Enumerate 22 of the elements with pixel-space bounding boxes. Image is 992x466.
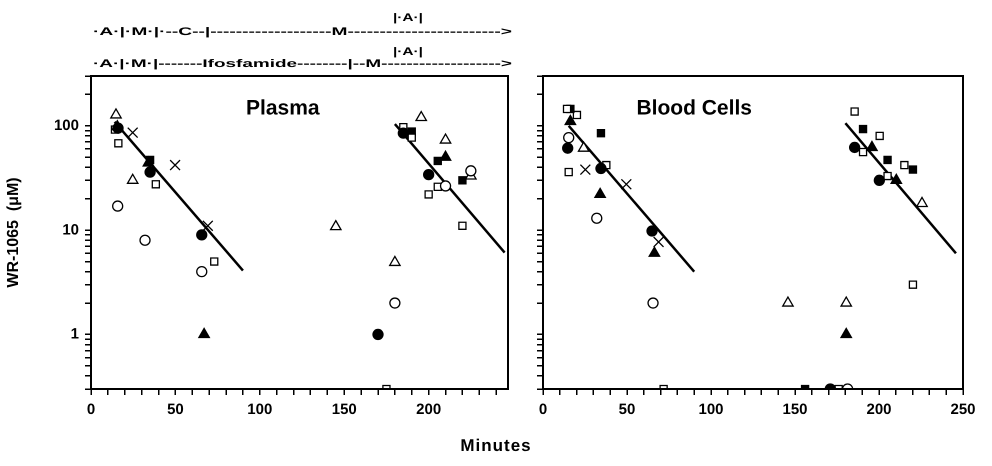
x-tick-label: 150: [782, 401, 808, 418]
x-tick-label: 0: [538, 401, 548, 418]
x-tick-label: 100: [247, 401, 272, 418]
y-tick-label: 1: [70, 326, 79, 343]
x-tick-label: 0: [86, 401, 96, 418]
text: |·A·|: [393, 12, 423, 24]
x-axis-title: Minutes: [459, 436, 533, 456]
x-tick-label: 100: [698, 401, 724, 418]
text: ·A·|·M·|-------Ifosfamide--------|--M------------------->: [93, 58, 512, 70]
x-tick-label: 50: [618, 401, 636, 418]
y-axis-title: WR-1065 (μM): [5, 177, 22, 288]
x-tick-label: 150: [332, 401, 357, 418]
x-tick-label: 50: [167, 401, 184, 418]
x-tick-label: 200: [416, 401, 442, 418]
text: Plasma: [246, 96, 320, 120]
text: ·A·|·M·|·--C--|-------------------M------------------------>: [93, 26, 512, 38]
y-tick-label: 10: [62, 221, 79, 238]
text: Blood Cells: [636, 96, 752, 120]
y-tick-label: 100: [54, 116, 79, 134]
x-tick-label: 250: [950, 401, 976, 418]
text: |·A·|: [393, 46, 423, 58]
x-tick-label: 200: [866, 401, 892, 418]
